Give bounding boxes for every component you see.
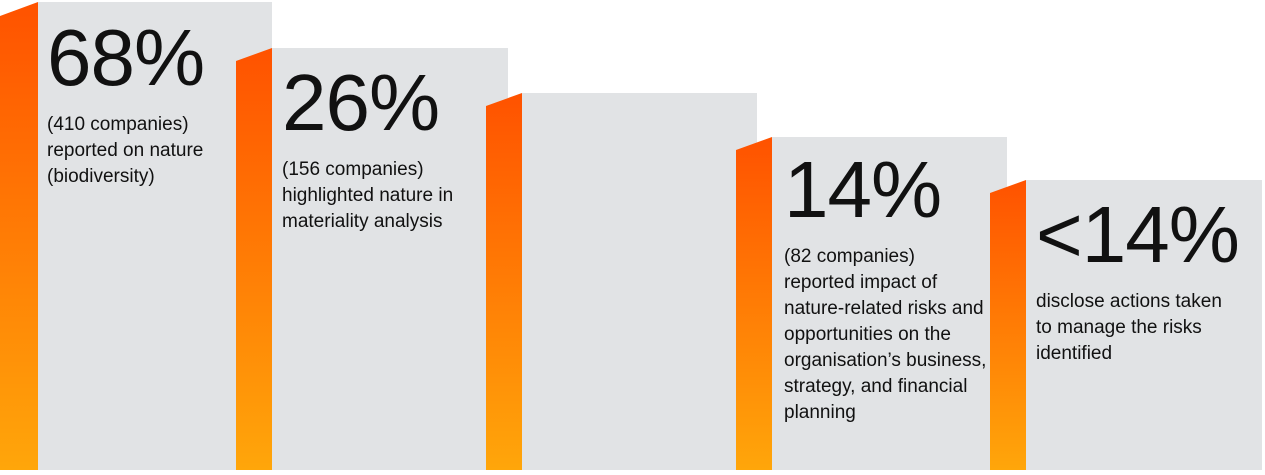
step-3 [486, 93, 757, 470]
step-2 [236, 48, 508, 470]
gray-panel [772, 137, 1007, 470]
panel-text: 68% (410 companies) reported on nature (… [47, 18, 252, 190]
step-4 [736, 137, 1007, 470]
description: disclose actions taken to manage the ris… [1036, 291, 1222, 364]
orange-strip [990, 180, 1026, 470]
description: (156 companies) highlighted nature in ma… [282, 159, 454, 232]
headline: 14% [784, 145, 942, 234]
headline: 26% [282, 58, 440, 147]
headline: <14% [1036, 190, 1240, 279]
panel-text: 14% (82 companies) reported impact of na… [784, 150, 989, 426]
orange-strip [236, 48, 272, 470]
panel-text: <14% disclose actions taken to manage th… [1036, 195, 1241, 367]
step-1 [0, 2, 272, 470]
panel-text: 26% (156 companies) highlighted nature i… [282, 63, 487, 235]
orange-strip [736, 137, 772, 470]
orange-strip [0, 2, 38, 470]
description: (410 companies) reported on nature (biod… [47, 114, 204, 187]
gray-panel [38, 2, 272, 470]
headline: 68% [47, 13, 205, 102]
gray-panel [272, 48, 508, 470]
gray-panel [522, 93, 757, 470]
description: (82 companies) reported impact of nature… [784, 246, 987, 423]
gray-panel [1026, 180, 1262, 470]
orange-strip [486, 93, 522, 470]
step-5 [990, 180, 1262, 470]
